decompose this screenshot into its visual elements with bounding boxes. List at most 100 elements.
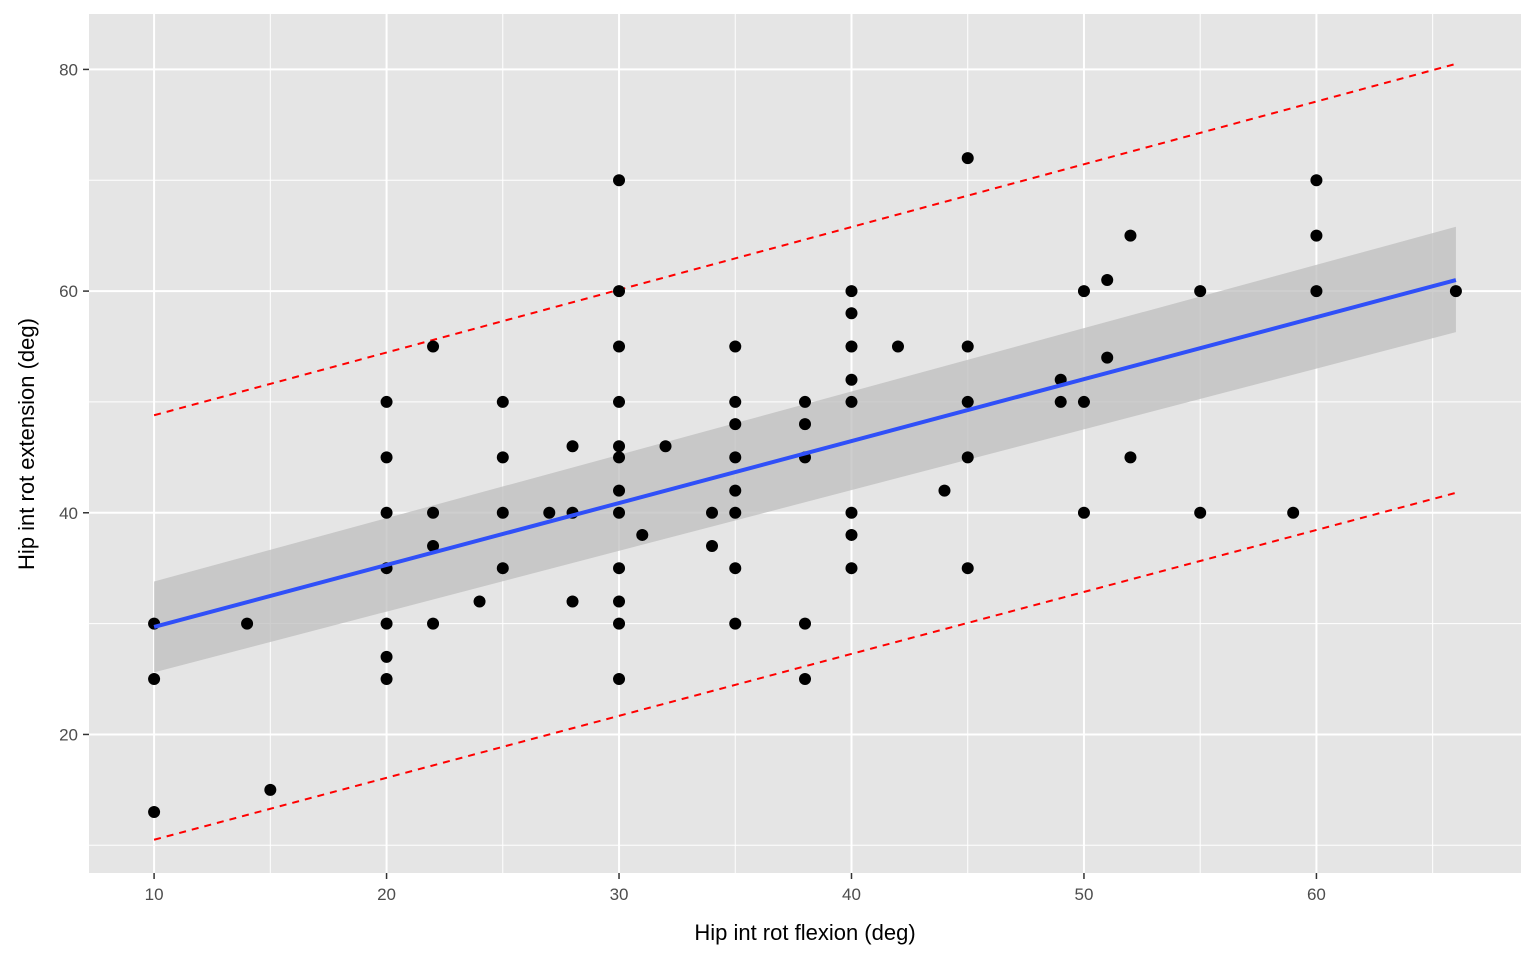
data-point <box>729 340 742 353</box>
data-point <box>543 506 556 519</box>
data-point <box>845 395 858 408</box>
x-tick-label: 20 <box>377 885 396 904</box>
data-point <box>473 595 486 608</box>
x-axis-title: Hip int rot flexion (deg) <box>694 920 915 945</box>
x-tick-label: 50 <box>1075 885 1094 904</box>
data-point <box>1054 395 1067 408</box>
y-tick-label: 80 <box>59 60 78 79</box>
data-point <box>1124 451 1137 464</box>
data-point <box>1124 229 1137 242</box>
data-point <box>845 307 858 320</box>
regression-line <box>153 278 1457 629</box>
data-point <box>496 451 509 464</box>
prediction-interval-lower <box>153 491 1457 841</box>
data-point <box>961 395 974 408</box>
data-point <box>799 395 811 408</box>
data-point <box>427 617 440 630</box>
prediction-interval-upper <box>153 62 1457 417</box>
data-point <box>380 650 393 663</box>
data-point <box>380 673 393 686</box>
x-tick-label: 30 <box>610 885 629 904</box>
x-tick-label: 60 <box>1307 885 1326 904</box>
y-tick-label: 20 <box>59 725 78 744</box>
data-point <box>1101 274 1114 287</box>
data-point <box>148 673 161 686</box>
data-point <box>1310 285 1323 298</box>
data-point <box>427 506 440 519</box>
data-point <box>729 617 742 630</box>
data-point <box>566 440 579 453</box>
data-point <box>1101 351 1114 364</box>
x-tick-label: 40 <box>842 885 861 904</box>
data-point <box>148 806 161 819</box>
data-point <box>961 562 974 575</box>
data-point <box>613 506 626 519</box>
data-point <box>706 540 719 553</box>
data-point <box>264 783 277 796</box>
data-point <box>1449 285 1462 298</box>
data-point <box>891 340 904 353</box>
data-point <box>1310 174 1323 187</box>
data-point <box>1077 285 1090 298</box>
data-point <box>427 540 440 553</box>
data-point <box>613 562 626 575</box>
confidence-band <box>154 226 1456 673</box>
data-point <box>845 528 858 541</box>
data-point <box>845 562 858 575</box>
x-tick-label: 10 <box>145 885 164 904</box>
data-point <box>241 617 254 630</box>
data-point <box>613 285 626 298</box>
data-point <box>613 395 626 408</box>
x-axis-ticks: 10 20 30 40 50 60 <box>145 873 1326 904</box>
data-point <box>845 373 858 386</box>
data-point <box>1077 506 1090 519</box>
data-point <box>613 673 626 686</box>
y-tick-label: 40 <box>59 504 78 523</box>
data-point <box>729 451 742 464</box>
data-point <box>613 484 626 497</box>
data-point <box>613 340 626 353</box>
data-point <box>613 451 626 464</box>
data-point <box>799 617 811 630</box>
data-point <box>938 484 951 497</box>
data-point <box>799 673 811 686</box>
data-point <box>1287 506 1300 519</box>
data-point <box>380 451 393 464</box>
data-point <box>380 395 393 408</box>
data-point <box>496 395 509 408</box>
data-point <box>496 506 509 519</box>
y-axis-title: Hip int rot extension (deg) <box>14 318 39 570</box>
data-point <box>706 506 719 519</box>
data-point <box>427 340 440 353</box>
data-point <box>799 418 811 431</box>
data-point <box>729 506 742 519</box>
y-axis-ticks: 20 40 60 80 <box>59 60 89 744</box>
data-point <box>729 395 742 408</box>
y-tick-label: 60 <box>59 282 78 301</box>
data-point <box>729 562 742 575</box>
data-point <box>613 617 626 630</box>
data-point <box>961 152 974 165</box>
data-point <box>845 340 858 353</box>
data-point <box>845 506 858 519</box>
data-point <box>496 562 509 575</box>
data-point <box>961 340 974 353</box>
data-point <box>380 617 393 630</box>
data-point <box>659 440 672 453</box>
data-point <box>1194 506 1207 519</box>
data-point <box>1310 229 1323 242</box>
data-points <box>148 152 1462 819</box>
data-point <box>636 528 649 541</box>
data-point <box>566 595 579 608</box>
data-point <box>961 451 974 464</box>
data-point <box>613 174 626 187</box>
data-point <box>613 595 626 608</box>
data-point <box>1194 285 1207 298</box>
data-point <box>613 440 626 453</box>
data-point <box>380 506 393 519</box>
data-point <box>729 484 742 497</box>
data-point <box>1077 395 1090 408</box>
data-point <box>729 418 742 431</box>
data-point <box>845 285 858 298</box>
